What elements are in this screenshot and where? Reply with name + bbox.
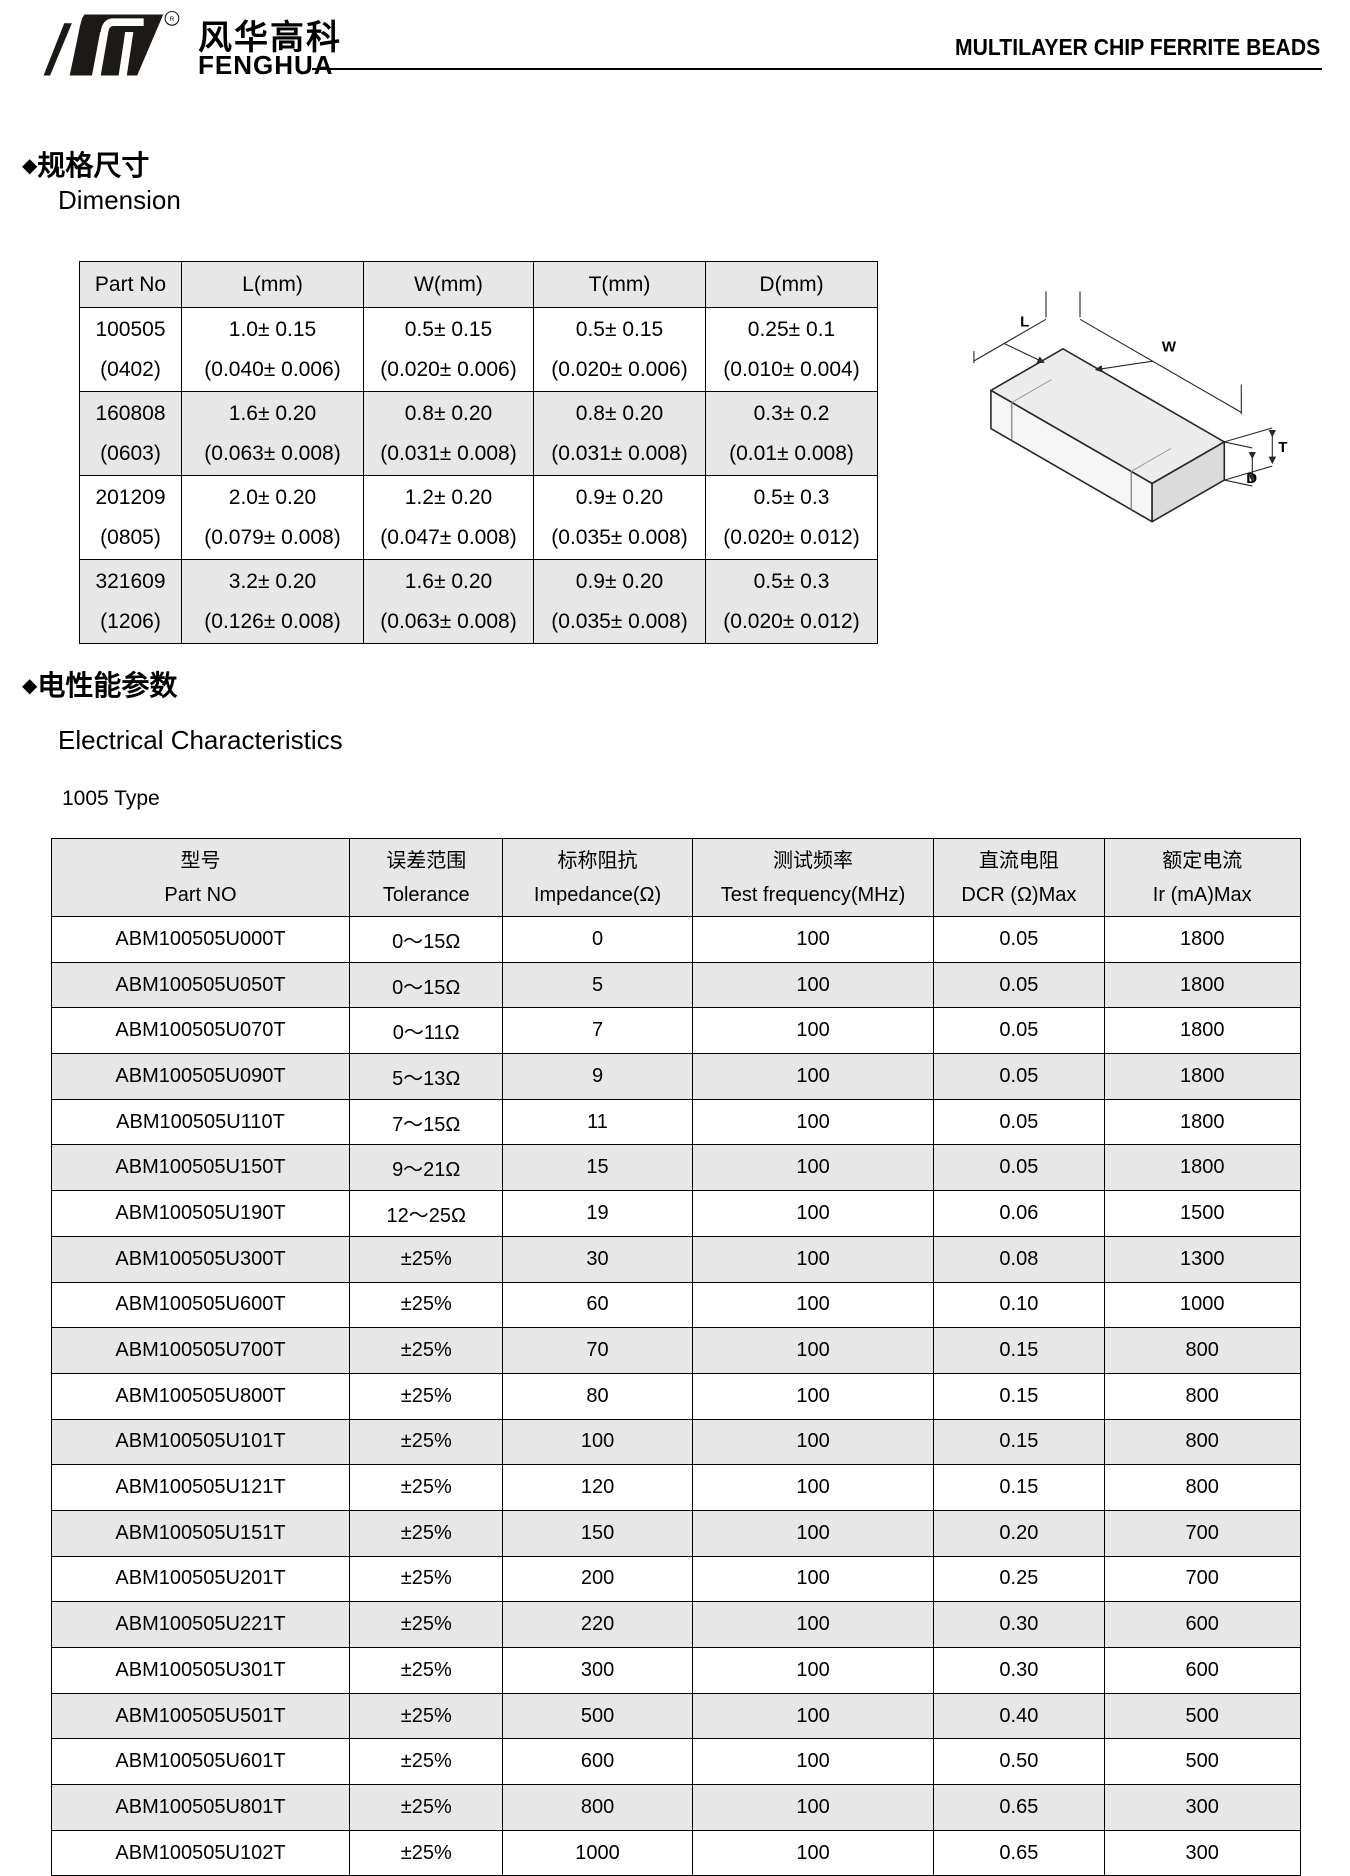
svg-text:T: T — [1278, 439, 1287, 456]
svg-text:R: R — [169, 16, 174, 23]
svg-text:W: W — [1162, 339, 1177, 356]
svg-text:D: D — [1246, 470, 1257, 487]
svg-text:L: L — [1020, 314, 1029, 331]
